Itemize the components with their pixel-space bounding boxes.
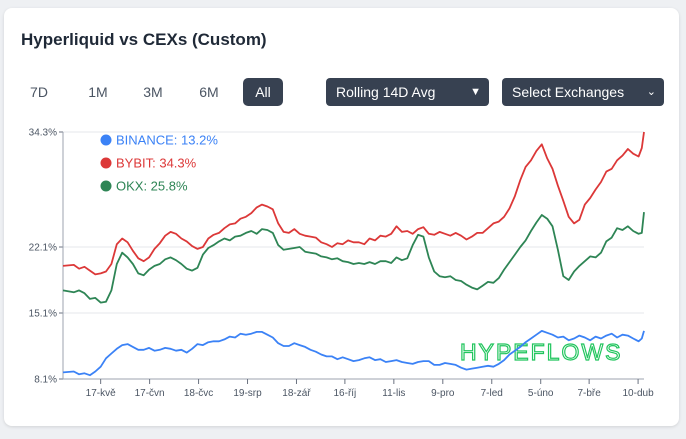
hyperflows-watermark: HYPEFLOWS	[460, 339, 622, 365]
legend-entry-okx: OKX: 25.8%	[116, 179, 188, 194]
x-axis-labels: 17-kvě 17-čvn 18-čvc 19-srp 18-zář 16-říj 11-l…	[86, 388, 654, 399]
chevron-down-icon: ▼	[470, 86, 481, 98]
chart-legend: BINANCE: 13.2% BYBIT: 34.3% OKX: 25.8%	[100, 133, 218, 194]
range-tab-6m[interactable]: 6M	[199, 84, 219, 100]
chevron-down-icon: ⌄	[646, 86, 656, 98]
range-tab-7d[interactable]: 7D	[30, 84, 48, 100]
rolling-average-select[interactable]: Rolling 14D Avg ▼	[326, 78, 489, 106]
range-tab-1m[interactable]: 1M	[88, 84, 108, 100]
legend-marker-bybit	[100, 157, 112, 169]
series-line-bybit	[62, 131, 645, 276]
rolling-average-value: Rolling 14D Avg	[336, 84, 436, 100]
series-line-binance	[62, 330, 645, 377]
x-tick-label: 18-zář	[282, 388, 311, 399]
y-tick-label: 22.1%	[29, 243, 57, 254]
x-tick-label: 10-dub	[623, 388, 655, 399]
x-tick-label: 19-srp	[233, 388, 262, 399]
x-tick-label: 18-čvc	[184, 388, 213, 399]
x-tick-label: 9-pro	[431, 388, 455, 399]
y-axis-labels: 34.3% 22.1% 15.1% 8.1%	[29, 128, 57, 386]
chart-card: Hyperliquid vs CEXs (Custom) 7D 1M 3M 6M…	[4, 8, 679, 426]
series-lines	[62, 131, 645, 377]
chart-axes	[59, 131, 644, 384]
legend-marker-okx	[100, 180, 112, 192]
exchange-select-label: Select Exchanges	[512, 84, 625, 100]
x-tick-label: 16-říj	[333, 388, 356, 399]
x-tick-label: 7-led	[481, 388, 503, 399]
x-tick-label: 7-bře	[577, 388, 601, 399]
exchange-select[interactable]: Select Exchanges ⌄	[502, 78, 664, 106]
y-tick-label: 8.1%	[34, 375, 57, 386]
x-tick-label: 17-čvn	[135, 388, 165, 399]
x-tick-label: 5-úno	[528, 388, 554, 399]
series-line-okx	[62, 212, 645, 304]
legend-entry-binance: BINANCE: 13.2%	[116, 133, 218, 148]
y-tick-label: 34.3%	[29, 128, 57, 139]
range-tab-all[interactable]: All	[243, 78, 283, 106]
legend-marker-binance	[100, 134, 112, 146]
x-tick-label: 17-kvě	[86, 388, 116, 399]
chart-title: Hyperliquid vs CEXs (Custom)	[21, 30, 267, 49]
x-tick-label: 11-lis	[382, 388, 405, 399]
legend-entry-bybit: BYBIT: 34.3%	[116, 156, 197, 171]
range-tab-3m[interactable]: 3M	[143, 84, 163, 100]
y-tick-label: 15.1%	[29, 309, 57, 320]
